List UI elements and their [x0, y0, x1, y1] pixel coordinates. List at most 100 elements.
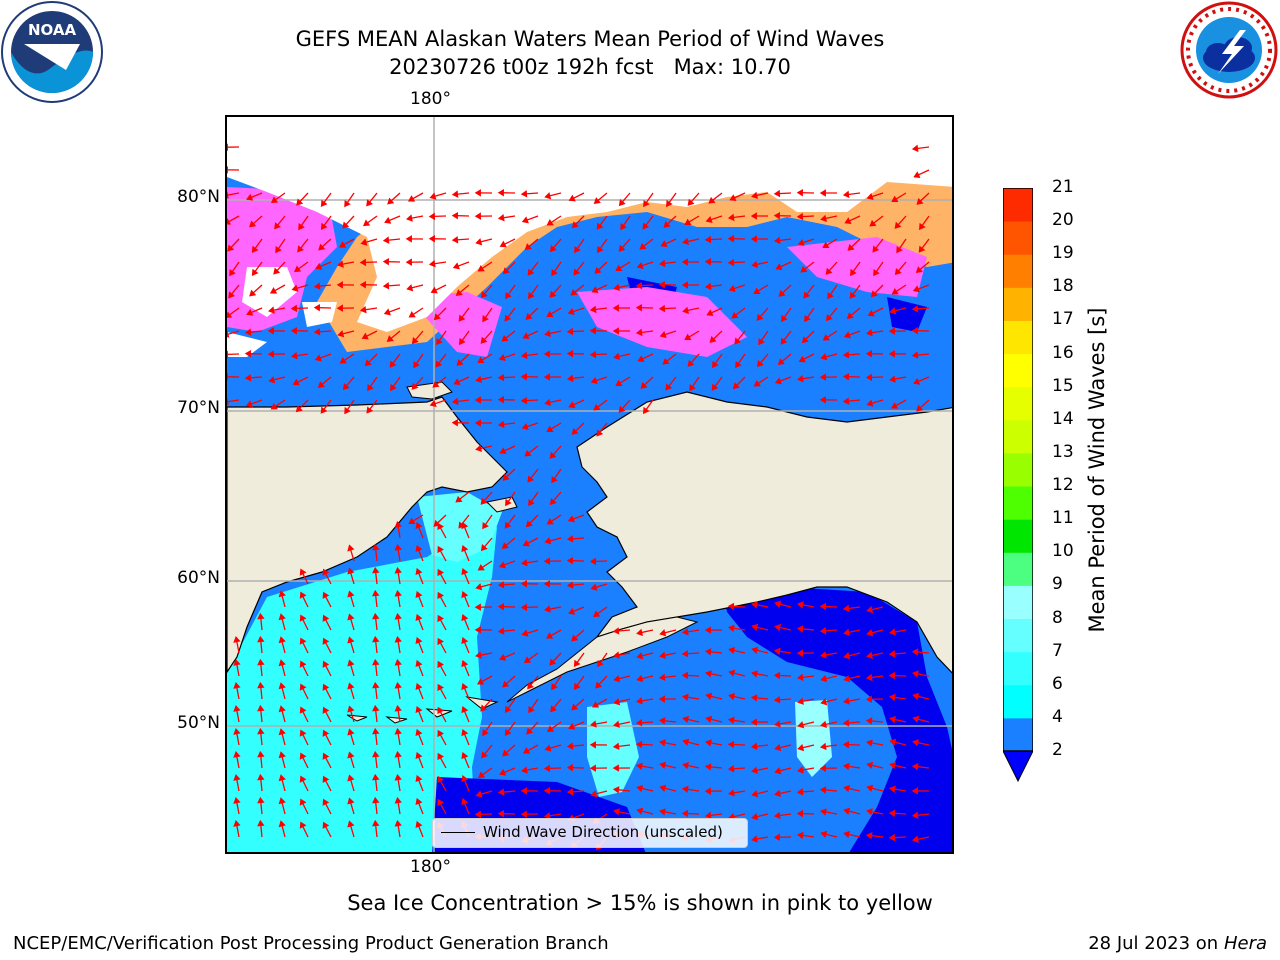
wind-wave-arrowhead [872, 245, 880, 253]
wind-wave-arrowhead [659, 651, 666, 659]
wind-wave-arrowhead [228, 291, 235, 299]
wind-wave-arrowhead [415, 705, 423, 714]
wind-wave-arrowhead [245, 400, 253, 408]
wind-wave-arrowhead [322, 775, 330, 783]
wind-wave-arrowhead [437, 522, 444, 531]
wind-wave-arrowhead [383, 308, 391, 316]
wind-wave-arrowhead [750, 212, 757, 220]
longitude-label-bottom: 180° [410, 857, 451, 877]
wind-wave-arrowhead [499, 653, 507, 661]
wind-wave-arrowhead [778, 289, 786, 297]
wind-wave-arrowhead [753, 287, 761, 294]
wind-wave-arrowhead [299, 706, 307, 714]
wind-wave-arrowhead [819, 189, 826, 197]
wind-wave-arrowhead [502, 680, 510, 688]
wind-wave-arrowhead [275, 246, 282, 254]
wind-wave-arrowhead [912, 739, 919, 747]
wind-wave-arrowhead [827, 292, 834, 300]
wind-wave-arrowhead [322, 683, 330, 691]
wind-wave-arrowhead [773, 236, 781, 245]
wind-wave-arrowhead [549, 658, 557, 666]
wind-wave-arrowhead [566, 374, 574, 383]
wind-wave-arrowhead [322, 614, 330, 622]
wind-wave-arrowhead [461, 568, 469, 576]
wind-wave-arrowhead [461, 683, 469, 691]
wind-wave-arrowhead [890, 402, 899, 409]
colorbar-cell [1003, 684, 1033, 719]
wind-wave-arrowhead [729, 194, 737, 202]
wind-wave-arrowhead [320, 222, 328, 230]
wind-wave-arrowhead [546, 518, 554, 525]
wind-wave-arrowhead [573, 682, 581, 690]
wind-wave-arrowhead [474, 603, 481, 611]
wind-wave-arrowhead [912, 670, 919, 678]
colorbar-tick-label: 8 [1052, 607, 1063, 628]
wind-wave-arrowhead [867, 309, 875, 317]
colorbar-tick-label: 21 [1052, 177, 1074, 197]
wind-wave-arrowhead [415, 521, 423, 530]
wind-wave-arrowhead [750, 718, 757, 726]
wind-wave-arrowhead [866, 651, 873, 659]
no-data-region [227, 117, 952, 332]
wind-wave-arrowhead [681, 258, 688, 266]
colorbar-cell [1003, 486, 1033, 520]
noaa-logo-text: NOAA [28, 21, 77, 39]
wind-wave-arrowhead [394, 704, 402, 712]
wind-wave-arrowhead [549, 245, 557, 253]
wind-wave-arrowhead [704, 626, 711, 634]
wind-wave-arrowhead [681, 628, 689, 636]
wind-wave-arrowhead [502, 267, 510, 275]
colorbar-cell [1003, 452, 1033, 487]
wind-wave-arrowhead [408, 310, 416, 318]
wind-wave-arrowhead [322, 729, 330, 737]
wind-wave-arrowhead [639, 242, 647, 250]
wind-wave-arrowhead [796, 831, 804, 840]
colorbar-cell [1003, 585, 1033, 620]
wind-wave-arrowhead [299, 568, 307, 576]
wind-wave-arrowhead [480, 291, 488, 299]
wind-wave-arrowhead [451, 397, 459, 406]
wind-wave-arrowhead [660, 240, 668, 248]
wind-wave-arrowhead [612, 627, 620, 635]
wind-wave-arrowhead [504, 728, 512, 736]
wind-wave-arrowhead [803, 291, 811, 299]
wind-wave-arrowhead [727, 624, 735, 632]
wind-wave-arrowhead [394, 543, 402, 551]
wind-wave-arrowhead [338, 241, 347, 248]
wind-wave-arrowhead [372, 635, 380, 643]
colorbar-cell [1003, 221, 1033, 255]
wind-wave-arrowhead [659, 761, 667, 769]
wind-wave-arrowhead [372, 681, 380, 689]
wind-wave-arrowhead [889, 307, 897, 315]
wind-wave-arrowhead [278, 751, 286, 759]
wind-wave-arrowhead [642, 222, 650, 230]
wind-wave-arrowhead [394, 612, 402, 620]
wind-wave-arrowhead [314, 354, 322, 362]
wind-wave-arrowhead [820, 808, 827, 816]
wind-wave-arrowhead [415, 774, 423, 783]
wind-wave-arrowhead [912, 715, 920, 723]
wind-wave-arrowhead [386, 335, 394, 343]
wind-wave-arrowhead [636, 674, 644, 683]
wind-wave-arrowhead [546, 310, 554, 318]
wind-wave-arrowhead [822, 241, 830, 248]
wind-wave-arrowhead [773, 189, 781, 198]
wind-wave-arrowhead [520, 580, 528, 588]
wind-wave-arrowhead [520, 372, 528, 381]
wind-wave-arrowhead [227, 191, 229, 199]
wind-wave-arrowhead [591, 701, 600, 708]
wind-wave-arrowhead [428, 212, 436, 221]
swell-patch-east [795, 700, 832, 777]
colorbar-tick-label: 9 [1052, 574, 1063, 595]
wind-wave-arrowhead [394, 727, 402, 735]
wind-wave-arrowhead [705, 215, 713, 224]
wind-wave-arrowhead [415, 751, 423, 760]
wind-wave-arrowhead [704, 811, 712, 820]
wind-wave-arrowhead [544, 398, 551, 407]
wind-wave-arrowhead [866, 761, 874, 769]
wind-wave-arrowhead [796, 649, 803, 657]
wind-wave-arrowhead [461, 706, 469, 714]
wind-wave-arrowhead [773, 671, 781, 680]
swell-region-west [227, 527, 497, 852]
wind-wave-arrowhead [888, 785, 896, 793]
